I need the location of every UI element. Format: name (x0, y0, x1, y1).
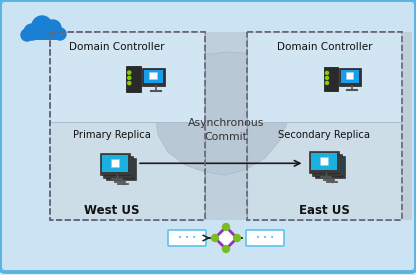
Circle shape (223, 224, 230, 230)
Bar (126, 66, 141, 92)
Circle shape (325, 81, 329, 84)
Text: Asynchronous
Commit: Asynchronous Commit (188, 118, 264, 142)
Circle shape (21, 29, 33, 41)
Bar (315, 156, 346, 178)
Text: West US: West US (84, 204, 140, 216)
Text: Secondary Replica: Secondary Replica (278, 130, 371, 140)
Bar (103, 156, 133, 178)
Bar (114, 162, 122, 170)
Text: Primary Replica: Primary Replica (73, 130, 151, 140)
Polygon shape (155, 52, 295, 175)
Text: · · ·: · · · (178, 233, 196, 243)
Circle shape (45, 20, 61, 36)
Bar (310, 152, 339, 174)
Circle shape (32, 16, 52, 36)
Circle shape (325, 76, 329, 79)
Bar (247, 32, 402, 220)
Bar (102, 155, 128, 172)
Bar (51, 33, 204, 219)
Circle shape (54, 28, 66, 40)
Circle shape (325, 72, 329, 75)
Bar (50, 32, 205, 220)
Circle shape (24, 24, 40, 40)
Bar (248, 33, 401, 123)
Bar (144, 70, 163, 83)
Bar (320, 157, 329, 165)
Text: East US: East US (299, 204, 350, 216)
Bar (341, 70, 359, 83)
Circle shape (223, 246, 230, 252)
Text: Domain Controller: Domain Controller (69, 42, 164, 52)
Text: Domain Controller: Domain Controller (277, 42, 372, 52)
Bar (97, 32, 413, 220)
Bar (117, 164, 125, 172)
Circle shape (128, 76, 131, 79)
Bar (106, 158, 136, 180)
Bar (142, 68, 165, 86)
Bar (248, 33, 401, 219)
Bar (149, 72, 156, 79)
Circle shape (128, 82, 131, 85)
Bar (108, 160, 134, 177)
Bar (317, 158, 344, 175)
Bar (205, 32, 247, 220)
Bar (324, 160, 332, 168)
Bar (111, 159, 119, 167)
Bar (27, 32, 61, 40)
Bar (324, 67, 338, 91)
Bar (100, 153, 130, 175)
Bar (314, 156, 341, 173)
Circle shape (211, 235, 218, 241)
Bar (247, 32, 402, 220)
Bar (339, 68, 361, 86)
Circle shape (233, 235, 240, 241)
Circle shape (128, 71, 131, 74)
Bar (51, 33, 204, 123)
Text: · · ·: · · · (256, 233, 274, 243)
Polygon shape (215, 227, 237, 249)
FancyBboxPatch shape (246, 230, 284, 246)
Bar (346, 72, 353, 79)
Bar (50, 32, 205, 220)
Bar (312, 154, 342, 176)
Bar (105, 158, 131, 175)
FancyBboxPatch shape (168, 230, 206, 246)
Bar (312, 153, 337, 170)
Bar (327, 162, 334, 170)
